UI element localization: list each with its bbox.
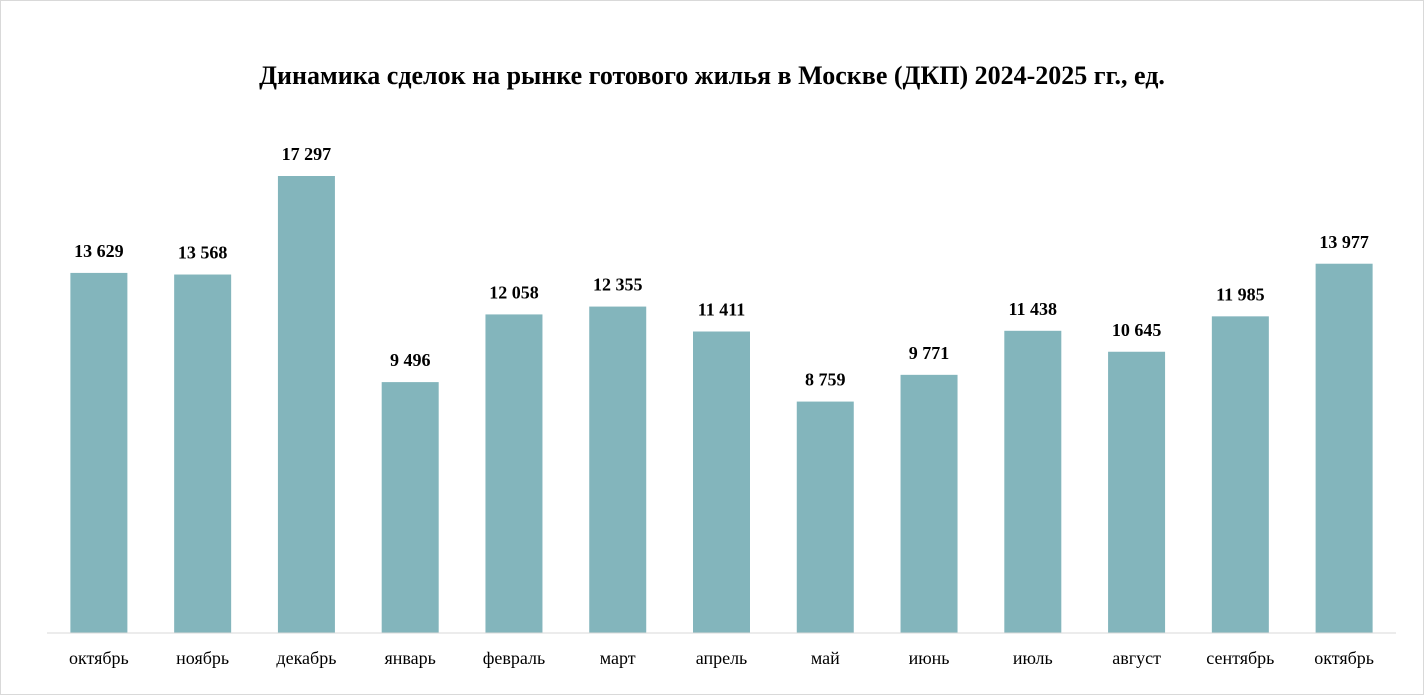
x-tick-label: август [1112, 648, 1161, 668]
x-tick-label: апрель [696, 648, 748, 668]
bar [174, 274, 232, 633]
x-tick-label: март [600, 648, 636, 668]
value-label: 9 496 [390, 350, 431, 370]
x-tick-label: январь [385, 648, 436, 668]
value-label: 13 568 [178, 243, 228, 263]
bar [485, 314, 543, 633]
x-tick-label: июнь [909, 648, 950, 668]
bar [381, 382, 439, 633]
value-label: 8 759 [805, 370, 846, 390]
value-label: 12 058 [489, 283, 539, 303]
x-tick-label: май [811, 648, 840, 668]
x-tick-label: декабрь [276, 648, 336, 668]
bar [693, 331, 750, 633]
bar [589, 306, 647, 633]
x-tick-label: ноябрь [176, 648, 229, 668]
value-label: 10 645 [1112, 320, 1162, 340]
value-label: 11 438 [1009, 299, 1058, 319]
bar [1108, 351, 1166, 633]
bar [1315, 263, 1373, 633]
bar [277, 176, 335, 633]
bar [1004, 330, 1062, 633]
value-label: 12 355 [593, 275, 643, 295]
bar [1211, 316, 1269, 633]
value-label: 13 977 [1319, 232, 1369, 252]
value-label: 17 297 [282, 144, 332, 164]
x-tick-label: октябрь [69, 648, 129, 668]
chart-title: Динамика сделок на рынке готового жилья … [259, 61, 1165, 90]
value-label: 11 411 [698, 300, 746, 320]
bar [900, 374, 958, 633]
value-label: 11 985 [1216, 284, 1265, 304]
x-tick-label: сентябрь [1206, 648, 1274, 668]
value-label: 9 771 [909, 343, 950, 363]
value-label: 13 629 [74, 241, 124, 261]
x-tick-label: июль [1013, 648, 1053, 668]
bar [796, 401, 854, 633]
bar [70, 272, 128, 633]
x-tick-label: октябрь [1314, 648, 1374, 668]
x-tick-label: февраль [483, 648, 546, 668]
